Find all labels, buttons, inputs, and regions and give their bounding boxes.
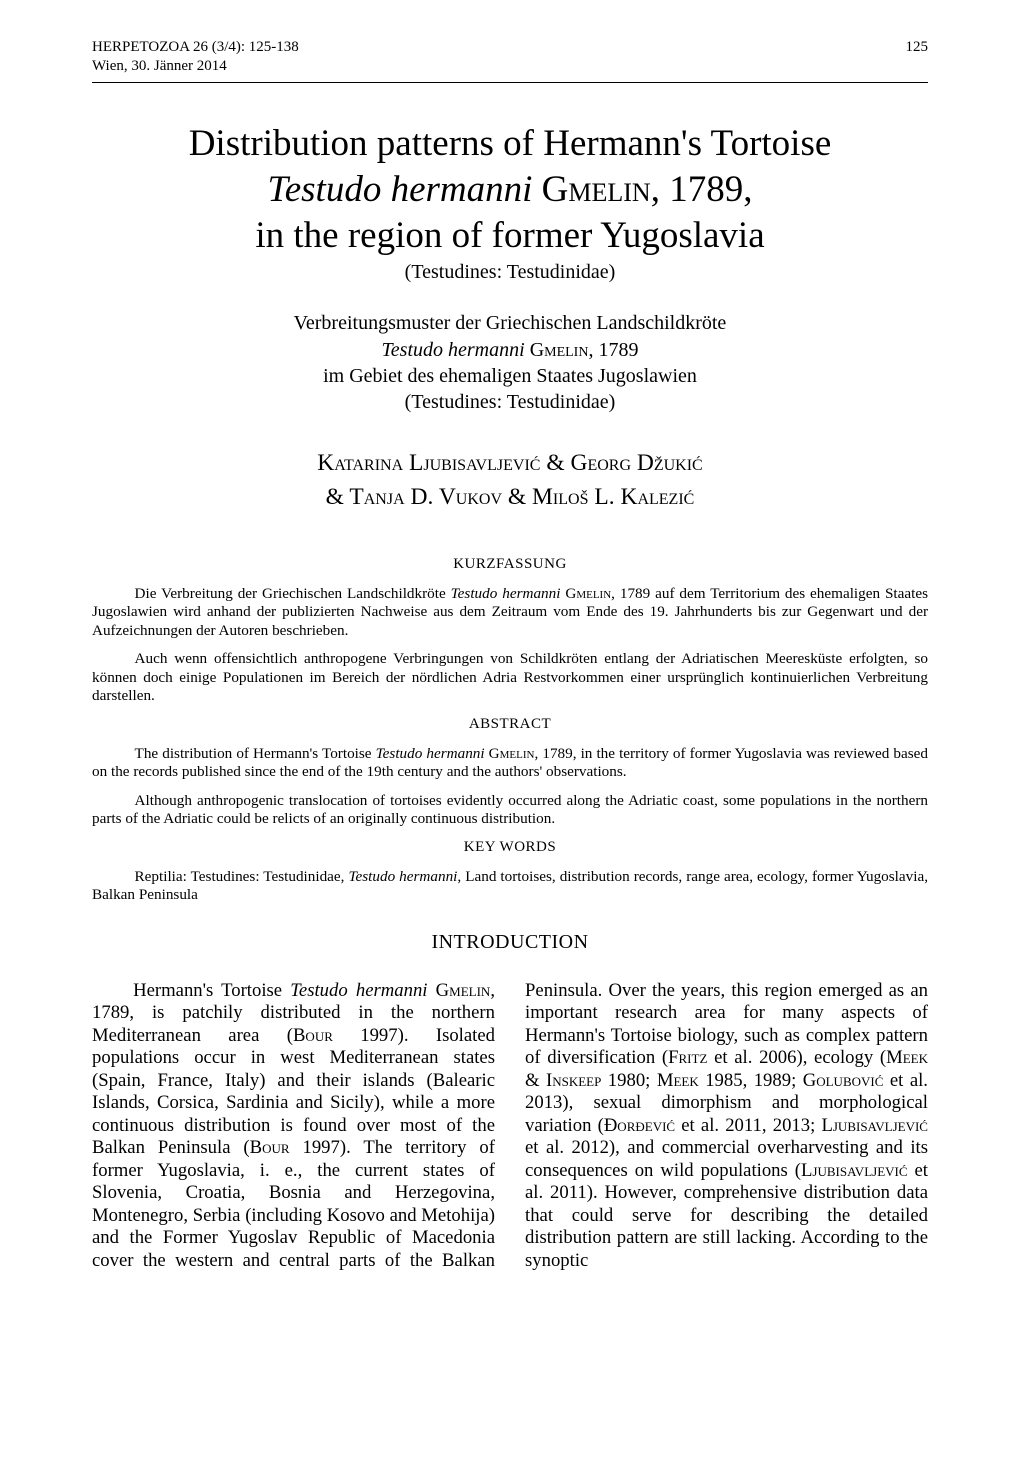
keywords-label: KEY WORDS	[92, 839, 928, 856]
authors-block: Katarina Ljubisavljević & Georg Džukić &…	[92, 446, 928, 514]
journal-issue-pages: HERPETOZOA 26 (3/4): 125-138	[92, 38, 299, 57]
title-block: Distribution patterns of Hermann's Torto…	[92, 121, 928, 285]
abstract-p2: Although anthropogenic translocation of …	[92, 792, 928, 829]
german-title-line-2: Testudo hermanni Gmelin, 1789	[92, 337, 928, 363]
intro-smallcaps-span: Đorđević	[604, 1115, 675, 1136]
intro-smallcaps-span: Fritz	[668, 1047, 707, 1068]
title-line-3: in the region of former Yugoslavia	[92, 213, 928, 259]
german-title-line-1: Verbreitungsmuster der Griechischen Land…	[92, 310, 928, 336]
intro-text-span: et al. 2006), ecology (	[707, 1047, 886, 1068]
intro-text-span: 1985, 1989;	[699, 1070, 803, 1091]
keywords-species: Testudo hermanni	[348, 868, 457, 885]
page-root: HERPETOZOA 26 (3/4): 125-138 Wien, 30. J…	[0, 0, 1020, 1469]
page-number: 125	[906, 38, 929, 57]
intro-smallcaps-span: Ljubisavljević	[821, 1115, 928, 1136]
intro-smallcaps-span: Bour	[293, 1025, 333, 1046]
authors-line-2: & Tanja D. Vukov & Miloš L. Kalezić	[92, 480, 928, 514]
kurzfassung-p2: Auch wenn offensichtlich anthropogene Ve…	[92, 650, 928, 705]
intro-text-span	[428, 980, 436, 1001]
kurzfassung-p1-a: Die Verbreitung der Griechischen Landsch…	[135, 585, 451, 602]
german-year: , 1789	[588, 339, 638, 361]
intro-smallcaps-span: Ljubisavljević	[801, 1160, 908, 1181]
place-date: Wien, 30. Jänner 2014	[92, 57, 299, 76]
intro-italic-span: Testudo hermanni	[290, 980, 427, 1001]
introduction-p1: Hermann's Tortoise Testudo hermanni Gmel…	[92, 980, 928, 1273]
intro-smallcaps-span: Bour	[250, 1137, 290, 1158]
abstract-label: ABSTRACT	[92, 716, 928, 733]
abstract-p1-authority: Gmelin	[485, 745, 535, 762]
title-species-italic: Testudo hermanni	[268, 169, 533, 210]
intro-smallcaps-span: Meek	[886, 1047, 928, 1068]
intro-smallcaps-span: Inskeep	[546, 1070, 601, 1091]
abstract-p1-a: The distribution of Hermann's Tortoise	[135, 745, 376, 762]
intro-smallcaps-span: Meek	[657, 1070, 699, 1091]
kurzfassung-p1-species: Testudo hermanni	[451, 585, 561, 602]
title-authority-sc: Gmelin	[532, 169, 650, 210]
keywords-a: Reptilia: Testudines: Testudinidae,	[135, 868, 349, 885]
intro-text-span: &	[525, 1070, 546, 1091]
running-head-left: HERPETOZOA 26 (3/4): 125-138 Wien, 30. J…	[92, 38, 299, 76]
intro-text-span: Hermann's Tortoise	[133, 980, 290, 1001]
kurzfassung-p1: Die Verbreitung der Griechischen Landsch…	[92, 585, 928, 640]
introduction-heading: INTRODUCTION	[92, 931, 928, 954]
title-paren: (Testudines: Testudinidae)	[92, 261, 928, 284]
title-line-1: Distribution patterns of Hermann's Torto…	[92, 121, 928, 167]
german-title-block: Verbreitungsmuster der Griechischen Land…	[92, 310, 928, 416]
keywords-p: Reptilia: Testudines: Testudinidae, Test…	[92, 868, 928, 905]
introduction-body: Hermann's Tortoise Testudo hermanni Gmel…	[92, 980, 928, 1273]
title-year: , 1789,	[651, 169, 753, 210]
kurzfassung-p1-authority: Gmelin	[560, 585, 611, 602]
running-head: HERPETOZOA 26 (3/4): 125-138 Wien, 30. J…	[92, 38, 928, 76]
authors-line-1: Katarina Ljubisavljević & Georg Džukić	[92, 446, 928, 480]
abstract-p1-species: Testudo hermanni	[376, 745, 485, 762]
german-authority-sc: Gmelin	[525, 339, 589, 361]
german-title-paren: (Testudines: Testudinidae)	[92, 389, 928, 415]
german-title-line-3: im Gebiet des ehemaligen Staates Jugosla…	[92, 363, 928, 389]
title-line-2: Testudo hermanni Gmelin, 1789,	[92, 167, 928, 213]
intro-smallcaps-span: Golubović	[803, 1070, 884, 1091]
kurzfassung-label: KURZFASSUNG	[92, 556, 928, 573]
intro-text-span: et al. 2011, 2013;	[675, 1115, 821, 1136]
abstract-p1: The distribution of Hermann's Tortoise T…	[92, 745, 928, 782]
header-rule	[92, 82, 928, 83]
german-species-italic: Testudo hermanni	[382, 339, 525, 361]
intro-smallcaps-span: Gmelin	[436, 980, 491, 1001]
intro-text-span: 1980;	[601, 1070, 657, 1091]
